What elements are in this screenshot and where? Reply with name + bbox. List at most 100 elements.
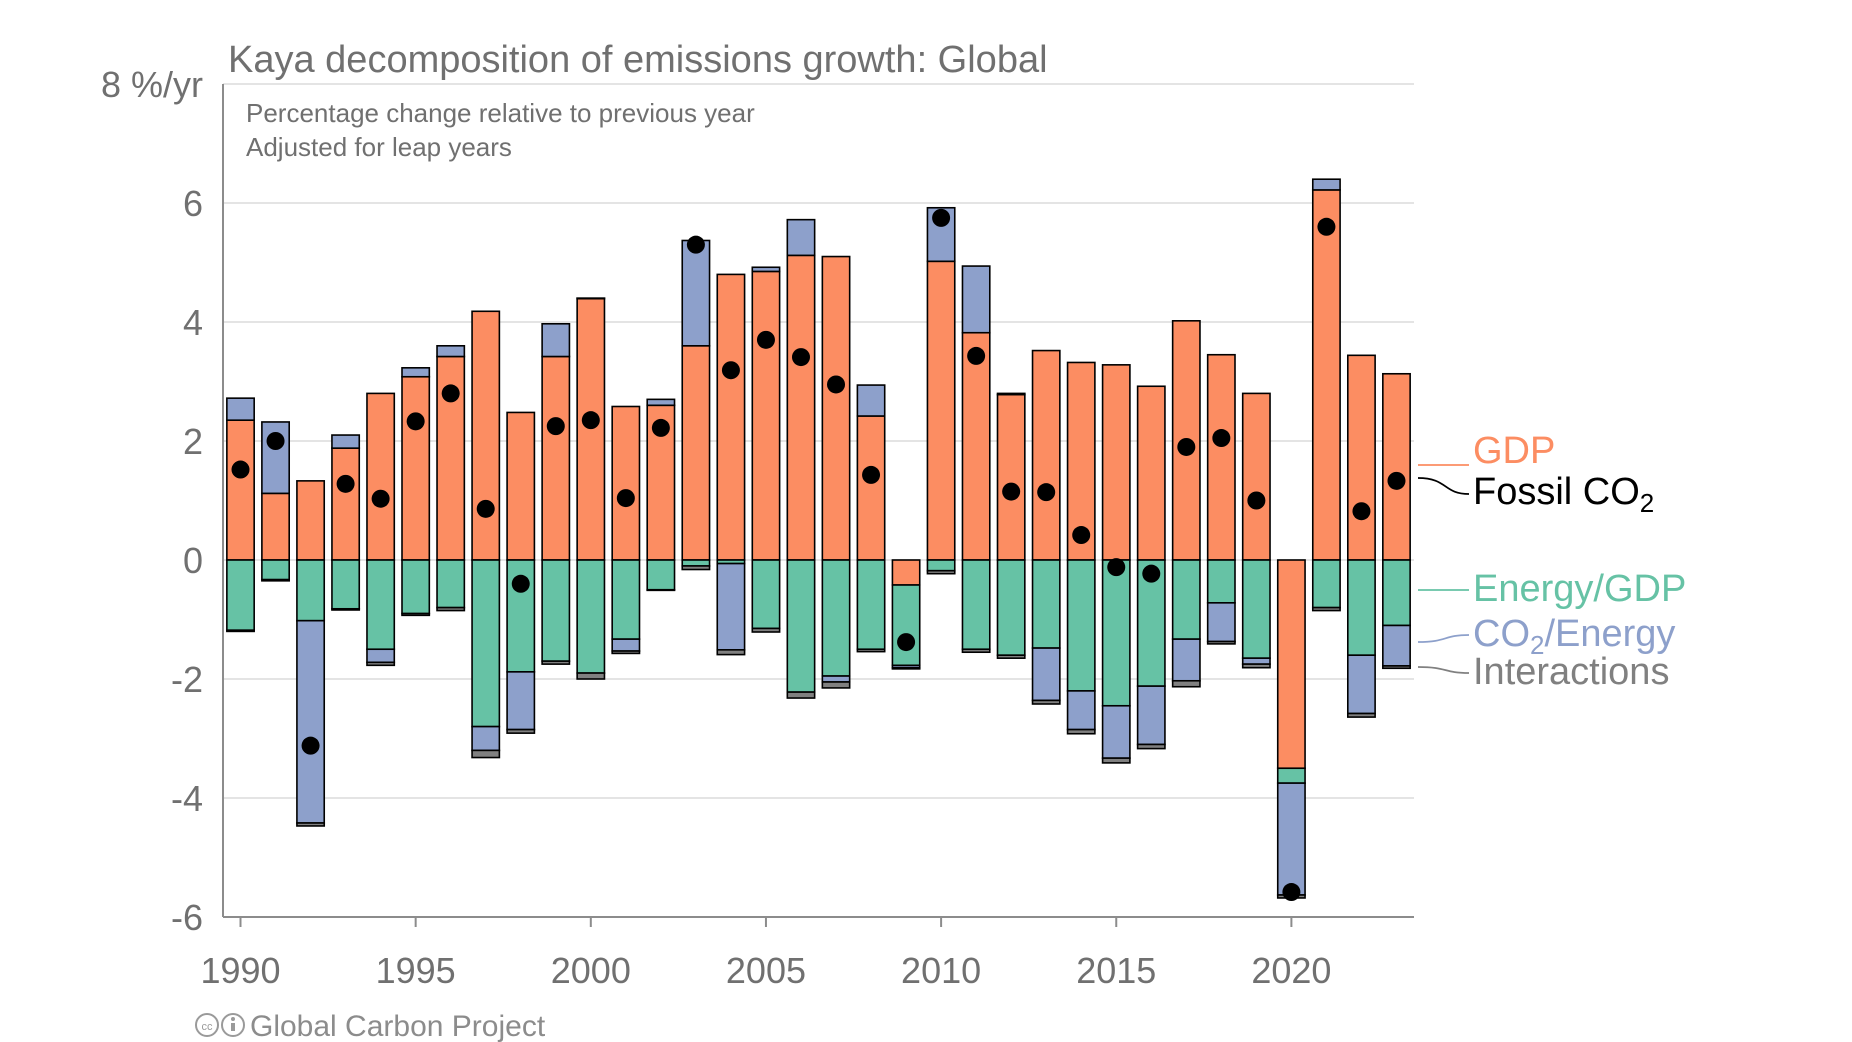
bar-gdp-2003 <box>681 344 711 561</box>
bar-co2-energy-2002 <box>646 398 676 407</box>
bar-energy-gdp-2021 <box>1311 559 1341 609</box>
fossil-co2-dot-1993 <box>336 474 355 493</box>
y-tick-label: -2 <box>171 659 203 700</box>
bar-energy-gdp-1997 <box>471 559 501 728</box>
bar-energy-gdp-2023 <box>1382 559 1411 627</box>
bar-gdp-1994 <box>366 392 396 561</box>
bar-gdp-2023 <box>1382 372 1411 561</box>
bar-interactions-1990 <box>226 629 255 633</box>
fossil-co2-dot-2021 <box>1317 217 1336 236</box>
bar-energy-gdp-1990 <box>226 559 255 632</box>
bar-co2-energy-1996 <box>436 344 466 358</box>
bar-co2-energy-1995 <box>401 367 431 378</box>
bar-interactions-2018 <box>1206 640 1236 645</box>
fossil-co2-dot-2003 <box>686 235 705 254</box>
bar-interactions-2007 <box>821 681 851 689</box>
legend-label: Interactions <box>1473 651 1669 693</box>
fossil-co2-dot-1999 <box>546 417 565 436</box>
bar-interactions-2006 <box>786 691 816 699</box>
credit: cc Global Carbon Project <box>195 1010 546 1042</box>
bar-gdp-1999 <box>541 355 571 561</box>
fossil-co2-dot-2007 <box>827 375 846 394</box>
bar-interactions-2003 <box>681 565 711 571</box>
svg-text:cc: cc <box>202 1021 214 1033</box>
bar-energy-gdp-1993 <box>331 559 361 610</box>
bar-energy-gdp-2002 <box>646 559 676 591</box>
bar-gdp-1997 <box>471 310 501 561</box>
bar-co2-energy-1993 <box>331 434 361 449</box>
bar-co2-energy-2005 <box>751 266 781 273</box>
bar-gdp-2016 <box>1136 385 1166 561</box>
legend-label: GDP <box>1473 430 1555 472</box>
bar-interactions-1992 <box>296 822 326 827</box>
fossil-co2-dot-2014 <box>1072 526 1091 545</box>
y-tick-label: 4 <box>183 302 203 343</box>
fossil-co2-dot-2008 <box>862 465 881 484</box>
bar-co2-energy-2022 <box>1346 654 1376 715</box>
bar-energy-gdp-1996 <box>436 559 466 609</box>
fossil-co2-dot-2019 <box>1247 491 1266 510</box>
bar-energy-gdp-2013 <box>1031 559 1061 649</box>
bar-energy-gdp-2020 <box>1276 767 1306 784</box>
bar-co2-energy-2011 <box>961 265 991 334</box>
bar-energy-gdp-1991 <box>261 559 291 581</box>
bar-gdp-2020 <box>1276 559 1306 770</box>
bar-gdp-2021 <box>1311 189 1341 561</box>
fossil-co2-dots <box>231 208 1406 902</box>
bar-co2-energy-2023 <box>1382 624 1411 667</box>
bar-energy-gdp-2012 <box>996 559 1026 656</box>
bar-co2-energy-2016 <box>1136 685 1166 746</box>
fossil-co2-dot-2023 <box>1387 471 1406 490</box>
legend-label: Fossil CO2 <box>1473 471 1654 518</box>
bar-co2-energy-2015 <box>1101 704 1131 759</box>
bar-energy-gdp-2011 <box>961 559 991 651</box>
bar-gdp-2006 <box>786 254 816 561</box>
bar-gdp-2022 <box>1346 354 1376 561</box>
x-tick-label: 2020 <box>1251 950 1331 991</box>
bar-energy-gdp-2008 <box>856 559 886 651</box>
bar-co2-energy-2000 <box>576 297 606 300</box>
bar-interactions-2016 <box>1136 743 1166 750</box>
fossil-co2-dot-2010 <box>932 208 951 227</box>
bar-gdp-2012 <box>996 393 1026 561</box>
bar-gdp-2018 <box>1206 353 1236 561</box>
bar-interactions-2022 <box>1346 712 1376 718</box>
bar-gdp-1995 <box>401 375 431 561</box>
x-tick-label: 2000 <box>551 950 631 991</box>
bar-gdp-2015 <box>1101 364 1131 561</box>
bar-interactions-1999 <box>541 660 571 665</box>
bar-interactions-2014 <box>1066 728 1096 735</box>
fossil-co2-dot-2004 <box>721 361 740 380</box>
bar-energy-gdp-2007 <box>821 559 851 677</box>
chart-subtitle-line-1: Percentage change relative to previous y… <box>246 98 755 128</box>
bar-interactions-2013 <box>1031 699 1061 705</box>
bar-co2-energy-2004 <box>716 562 746 651</box>
chart-title: Kaya decomposition of emissions growth: … <box>228 39 1048 81</box>
bar-energy-gdp-2022 <box>1346 559 1376 656</box>
x-tick-label: 2005 <box>726 950 806 991</box>
bar-energy-gdp-2015 <box>1101 559 1131 707</box>
fossil-co2-dot-1997 <box>476 499 495 518</box>
cc-license-icon: cc <box>195 1013 245 1037</box>
bar-energy-gdp-1992 <box>296 559 326 622</box>
bars <box>226 178 1411 899</box>
bar-co2-energy-2014 <box>1066 690 1096 731</box>
fossil-co2-dot-2012 <box>1002 482 1021 501</box>
bar-co2-energy-2006 <box>786 218 816 257</box>
fossil-co2-dot-1991 <box>266 432 285 450</box>
bar-gdp-1991 <box>261 492 291 561</box>
bar-energy-gdp-2005 <box>751 559 781 630</box>
fossil-co2-dot-2011 <box>967 346 986 365</box>
fossil-co2-dot-2018 <box>1212 429 1231 448</box>
fossil-co2-dot-2000 <box>581 411 600 430</box>
fossil-co2-dot-2016 <box>1142 564 1161 583</box>
bar-co2-energy-1999 <box>541 322 571 358</box>
bar-energy-gdp-1999 <box>541 559 571 662</box>
bar-co2-energy-2007 <box>821 675 851 683</box>
bar-interactions-2019 <box>1241 663 1271 669</box>
legend-label: Energy/GDP <box>1473 568 1686 610</box>
bar-gdp-2011 <box>961 331 991 561</box>
bar-co2-energy-2008 <box>856 384 886 417</box>
